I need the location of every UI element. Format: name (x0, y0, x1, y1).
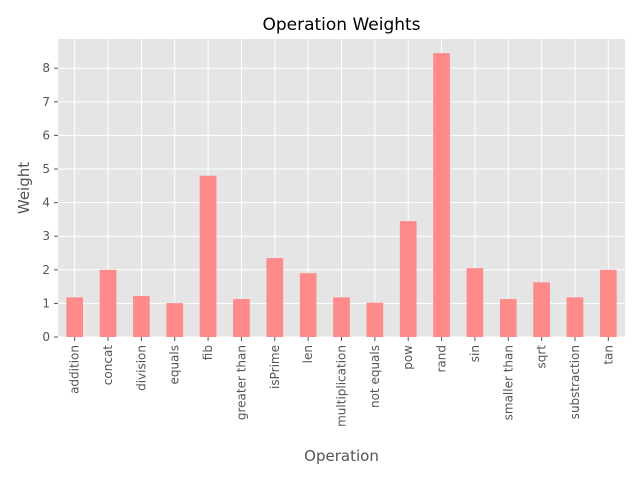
bar-smaller-than (499, 299, 517, 337)
x-tick-label: isPrime (268, 345, 282, 389)
bar-equals (166, 303, 184, 337)
x-tick-label: equals (168, 345, 182, 385)
bar-isPrime (266, 258, 284, 337)
bar-substraction (566, 297, 584, 337)
bar-concat (99, 269, 117, 337)
y-tick-label: 7 (42, 95, 50, 109)
bar-pow (399, 221, 417, 337)
bar-greater-than (233, 299, 250, 337)
x-tick-label: fib (201, 345, 215, 360)
bar-addition (66, 297, 84, 337)
x-tick-label: addition (68, 345, 82, 394)
y-tick-label: 6 (42, 128, 50, 142)
bar-rand (433, 53, 450, 338)
y-tick-label: 1 (42, 296, 50, 310)
bar-division (133, 296, 150, 337)
y-tick-label: 4 (42, 196, 50, 210)
x-tick-label: not equals (368, 345, 382, 408)
x-tick-label: concat (101, 345, 115, 385)
x-tick-label: substraction (568, 345, 582, 419)
y-tick-label: 8 (42, 61, 50, 75)
bar-not-equals (366, 302, 384, 337)
x-tick-label: sqrt (535, 345, 549, 369)
x-tick-label: multiplication (335, 345, 349, 427)
y-tick-label: 3 (42, 229, 50, 243)
bars (66, 53, 617, 338)
bar-multiplication (333, 297, 350, 337)
y-tick-label: 2 (42, 263, 50, 277)
bar-tan (599, 269, 617, 337)
x-tick-label: greater than (234, 345, 248, 420)
x-tick-label: rand (435, 345, 449, 373)
x-axis-label: Operation (304, 447, 379, 465)
y-axis-ticks: 0 1 2 3 4 5 6 7 8 (42, 61, 58, 344)
bar-len (299, 273, 317, 337)
y-tick-label: 5 (42, 162, 50, 176)
x-tick-label: len (301, 345, 315, 363)
x-tick-label: sin (468, 345, 482, 362)
bar-sin (466, 268, 484, 337)
x-axis-ticks: addition concat division equals fib greater t… (68, 337, 615, 427)
y-tick-label: 0 (42, 330, 50, 344)
bar-fib (199, 175, 217, 337)
x-tick-label: smaller than (501, 345, 515, 420)
chart-title: Operation Weights (262, 15, 420, 35)
x-tick-label: pow (401, 345, 415, 370)
x-tick-label: tan (601, 345, 615, 365)
y-axis-label: Weight (15, 162, 33, 214)
bar-sqrt (533, 282, 550, 337)
x-tick-label: division (134, 345, 148, 391)
